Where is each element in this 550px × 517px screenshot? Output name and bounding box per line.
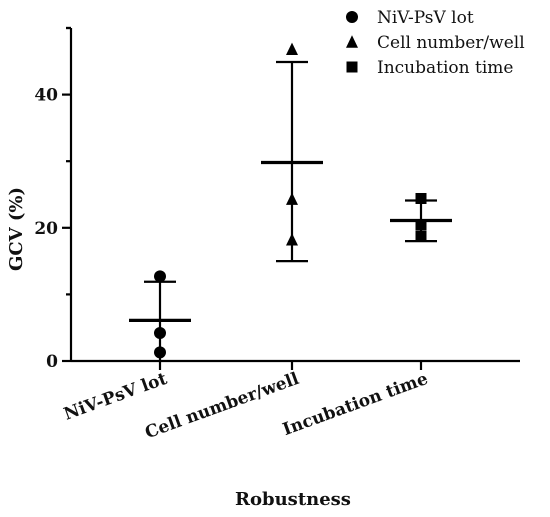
y-tick-label: 40: [34, 86, 58, 106]
y-tick-label: 20: [34, 219, 58, 239]
legend-label: Cell number/well: [377, 33, 525, 53]
x-tick-label: Incubation time: [280, 369, 431, 440]
y-axis: 0 20 40: [34, 26, 73, 372]
legend-marker: [346, 11, 358, 23]
data-point: [154, 346, 166, 359]
legend-label: Incubation time: [377, 58, 513, 78]
x-tick-label: NiV-PsV lot: [61, 369, 170, 425]
y-tick-label: 0: [46, 352, 58, 372]
x-axis-title: Robustness: [235, 489, 351, 510]
plot-marks: [129, 42, 452, 361]
legend-marker: [346, 61, 358, 73]
data-point: [415, 192, 427, 204]
data-point: [286, 233, 298, 246]
legend: NiV-PsV lot Cell number/well Incubation ti…: [346, 8, 525, 78]
legend-label: NiV-PsV lot: [377, 8, 474, 28]
data-point: [286, 42, 298, 56]
legend-marker: [346, 35, 358, 48]
y-axis-title: GCV (%): [6, 187, 27, 271]
data-point: [286, 192, 298, 205]
data-point: [154, 270, 166, 283]
data-point: [415, 230, 427, 242]
data-point: [154, 327, 166, 340]
data-point: [415, 219, 427, 231]
